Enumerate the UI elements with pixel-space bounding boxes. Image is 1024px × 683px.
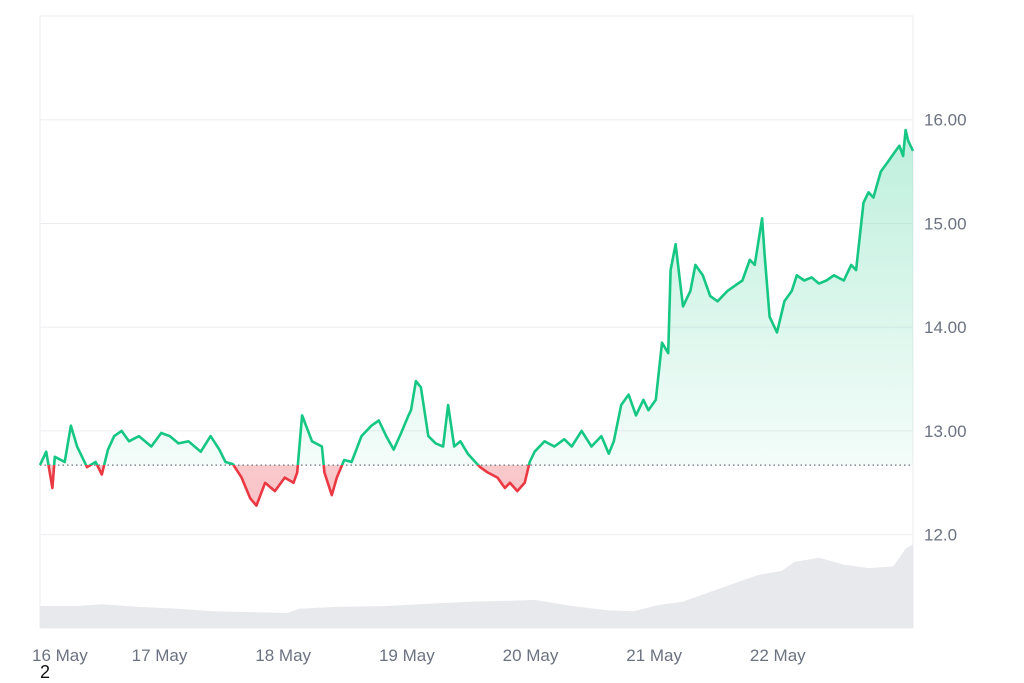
x-tick-label-5: 21 May [626, 646, 682, 665]
price-line-up [38, 128, 915, 466]
x-tick-label-2: 18 May [255, 646, 311, 665]
y-tick-label-4: 12.0 [924, 526, 957, 545]
volume-area [40, 544, 913, 628]
volume-area-group [40, 544, 913, 628]
price-area-up [40, 130, 913, 466]
price-fill-group [40, 130, 913, 506]
y-axis-labels: 16.00 15.00 14.00 13.00 12.0 [924, 111, 967, 545]
price-line-group [38, 128, 915, 507]
y-tick-label-1: 15.00 [924, 214, 967, 233]
price-area-down [40, 465, 913, 506]
x-tick-label-0: 16 May [32, 646, 88, 665]
price-line-down [40, 465, 531, 507]
x-tick-label-6: 22 May [750, 646, 806, 665]
x-axis-labels: 16 May 17 May 18 May 19 May 20 May 21 May 22 M… [32, 646, 806, 665]
x-tick-label-4: 20 May [503, 646, 559, 665]
y-tick-label-3: 13.00 [924, 422, 967, 441]
y-tick-label-0: 16.00 [924, 111, 967, 130]
y-tick-label-2: 14.00 [924, 318, 967, 337]
x-tick-label-3: 19 May [379, 646, 435, 665]
footer-number: 2 [40, 662, 51, 682]
x-tick-label-1: 17 May [132, 646, 188, 665]
